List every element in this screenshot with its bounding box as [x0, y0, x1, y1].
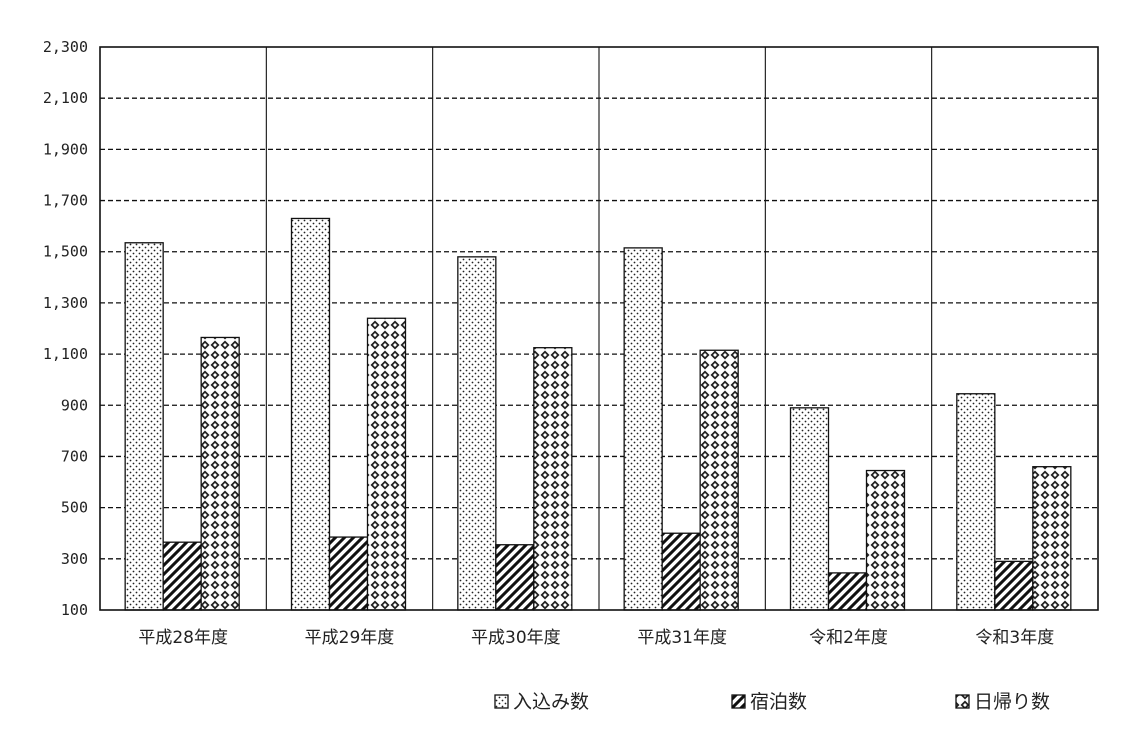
x-tick-label: 平成31年度	[637, 628, 727, 648]
legend-label: 宿泊数	[750, 691, 807, 713]
bar-diagonal-hatch	[994, 560, 1034, 611]
y-tick-label: 500	[61, 499, 88, 517]
bar-diagonal-hatch	[328, 536, 369, 611]
bar-diamond-checker	[1032, 466, 1072, 611]
bar-diamond-checker	[533, 347, 573, 611]
legend-swatch	[731, 694, 746, 709]
x-tick-label: 平成29年度	[305, 628, 395, 648]
bar-diamond-checker	[200, 336, 240, 611]
legend-item: 日帰り数	[955, 691, 1050, 713]
bar-diagonal-hatch	[495, 544, 535, 611]
bar-dots	[290, 217, 331, 611]
legend-item: 宿泊数	[731, 691, 807, 713]
y-tick-label: 2,300	[43, 38, 88, 56]
y-tick-label: 700	[61, 447, 88, 465]
x-tick-label: 令和2年度	[809, 628, 888, 648]
y-tick-label: 2,100	[43, 89, 88, 107]
grid-layer	[100, 47, 1098, 610]
x-tick-label: 令和3年度	[975, 628, 1054, 648]
legend-swatch	[955, 694, 970, 709]
axis-layer: 100 300 500 700 900 1,100 1,300 1,500 1,700 1,900…	[43, 38, 1099, 648]
legend: 入込み数 宿泊数 日帰り数	[494, 691, 1050, 713]
x-tick-label: 平成30年度	[471, 628, 561, 648]
y-tick-label: 1,700	[43, 192, 88, 210]
y-tick-label: 900	[61, 396, 88, 414]
bar-diamond-checker	[865, 469, 906, 611]
y-tick-label: 300	[61, 550, 88, 568]
plot-frame	[99, 46, 1099, 611]
bar-dots	[623, 247, 663, 611]
bar-diamond-checker	[699, 349, 739, 611]
y-tick-label: 1,100	[43, 345, 88, 363]
y-tick-label: 1,500	[43, 243, 88, 261]
legend-swatch	[494, 694, 509, 709]
bar-dots	[956, 393, 996, 611]
legend-item: 入込み数	[494, 691, 589, 713]
bar-dots	[457, 256, 497, 611]
bar-diamond-checker	[366, 317, 407, 611]
legend-label: 入込み数	[513, 691, 589, 713]
y-tick-label: 100	[61, 601, 88, 619]
x-tick-label: 平成28年度	[138, 628, 228, 648]
bar-diagonal-hatch	[162, 541, 202, 611]
legend-label: 日帰り数	[974, 691, 1050, 713]
y-tick-label: 1,900	[43, 140, 88, 158]
bar-diagonal-hatch	[661, 532, 701, 611]
bar-diagonal-hatch	[827, 572, 868, 611]
y-tick-label: 1,300	[43, 294, 88, 312]
bar-dots	[789, 407, 830, 611]
bar-dots	[124, 242, 164, 611]
bars-layer	[124, 217, 1072, 611]
